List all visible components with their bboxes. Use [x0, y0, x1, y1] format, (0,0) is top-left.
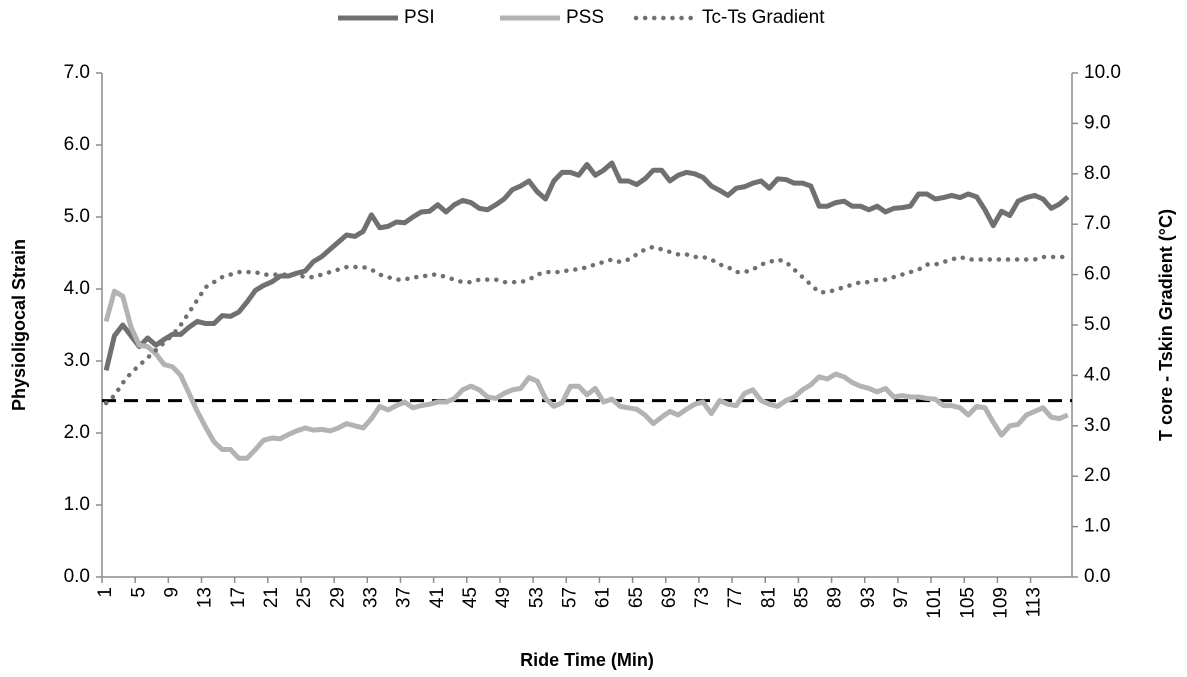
- y2-tick-label: 5.0: [1084, 314, 1110, 335]
- x-tick-label: 37: [394, 587, 415, 608]
- y-tick-label: 2.0: [64, 422, 90, 443]
- x-tick-label: 65: [626, 587, 647, 608]
- y2-axis-title: T core - Tskin Gradient (°C): [1156, 209, 1176, 441]
- x-tick-label: 81: [758, 587, 779, 608]
- y2-tick-label: 1.0: [1084, 516, 1110, 537]
- x-tick-label: 57: [559, 587, 580, 608]
- x-tick-label: 85: [792, 587, 813, 608]
- y-tick-label: 4.0: [64, 278, 90, 299]
- y2-tick-label: 8.0: [1084, 163, 1110, 184]
- series-line: [103, 288, 1069, 461]
- y-tick-label: 0.0: [64, 566, 90, 587]
- x-tick-label: 77: [725, 587, 746, 608]
- y2-tick-label: 4.0: [1084, 364, 1110, 385]
- y2-tick-label: 9.0: [1084, 112, 1110, 133]
- x-tick-label: 93: [858, 587, 879, 608]
- y2-tick-label: 6.0: [1084, 264, 1110, 285]
- x-tick-label: 69: [659, 587, 680, 608]
- y2-tick-label: 7.0: [1084, 213, 1110, 234]
- y-tick-label: 1.0: [64, 494, 90, 515]
- x-tick-label: 5: [128, 587, 149, 598]
- y2-tick-label: 2.0: [1084, 465, 1110, 486]
- y2-tick-label: 10.0: [1084, 62, 1121, 83]
- x-tick-label: 101: [924, 587, 945, 619]
- x-tick-label: 13: [195, 587, 216, 608]
- x-tick-label: 113: [1024, 587, 1045, 617]
- x-axis-title: Ride Time (Min): [520, 650, 654, 670]
- y-tick-label: 5.0: [64, 206, 90, 227]
- y-tick-label: 7.0: [64, 62, 90, 83]
- x-tick-label: 97: [891, 587, 912, 608]
- x-tick-label: 29: [327, 587, 348, 608]
- x-tick-label: 9: [161, 587, 182, 598]
- y2-tick-label: 3.0: [1084, 415, 1110, 436]
- y2-tick-label: 0.0: [1084, 566, 1110, 587]
- x-tick-label: 1: [95, 587, 116, 598]
- x-tick-label: 49: [493, 587, 514, 608]
- x-tick-label: 53: [526, 587, 547, 608]
- legend-label: PSI: [404, 7, 435, 28]
- x-tick-label: 73: [692, 587, 713, 608]
- x-tick-label: 41: [427, 587, 448, 608]
- x-tick-label: 105: [957, 587, 978, 619]
- x-tick-label: 45: [460, 587, 481, 608]
- y-tick-label: 3.0: [64, 350, 90, 371]
- y-tick-label: 6.0: [64, 134, 90, 155]
- x-tick-label: 25: [294, 587, 315, 608]
- legend-label: Tc-Ts Gradient: [702, 7, 825, 28]
- x-tick-label: 21: [261, 587, 282, 608]
- x-tick-label: 33: [360, 587, 381, 608]
- series-line: [103, 160, 1070, 371]
- x-tick-label: 109: [991, 587, 1012, 619]
- x-tick-label: 17: [228, 587, 249, 608]
- x-tick-label: 61: [593, 587, 614, 608]
- x-tick-label: 89: [825, 587, 846, 608]
- series-line: [103, 244, 1071, 406]
- legend-label: PSS: [566, 7, 604, 28]
- y-axis-title: Physioligocal Strain: [9, 239, 29, 411]
